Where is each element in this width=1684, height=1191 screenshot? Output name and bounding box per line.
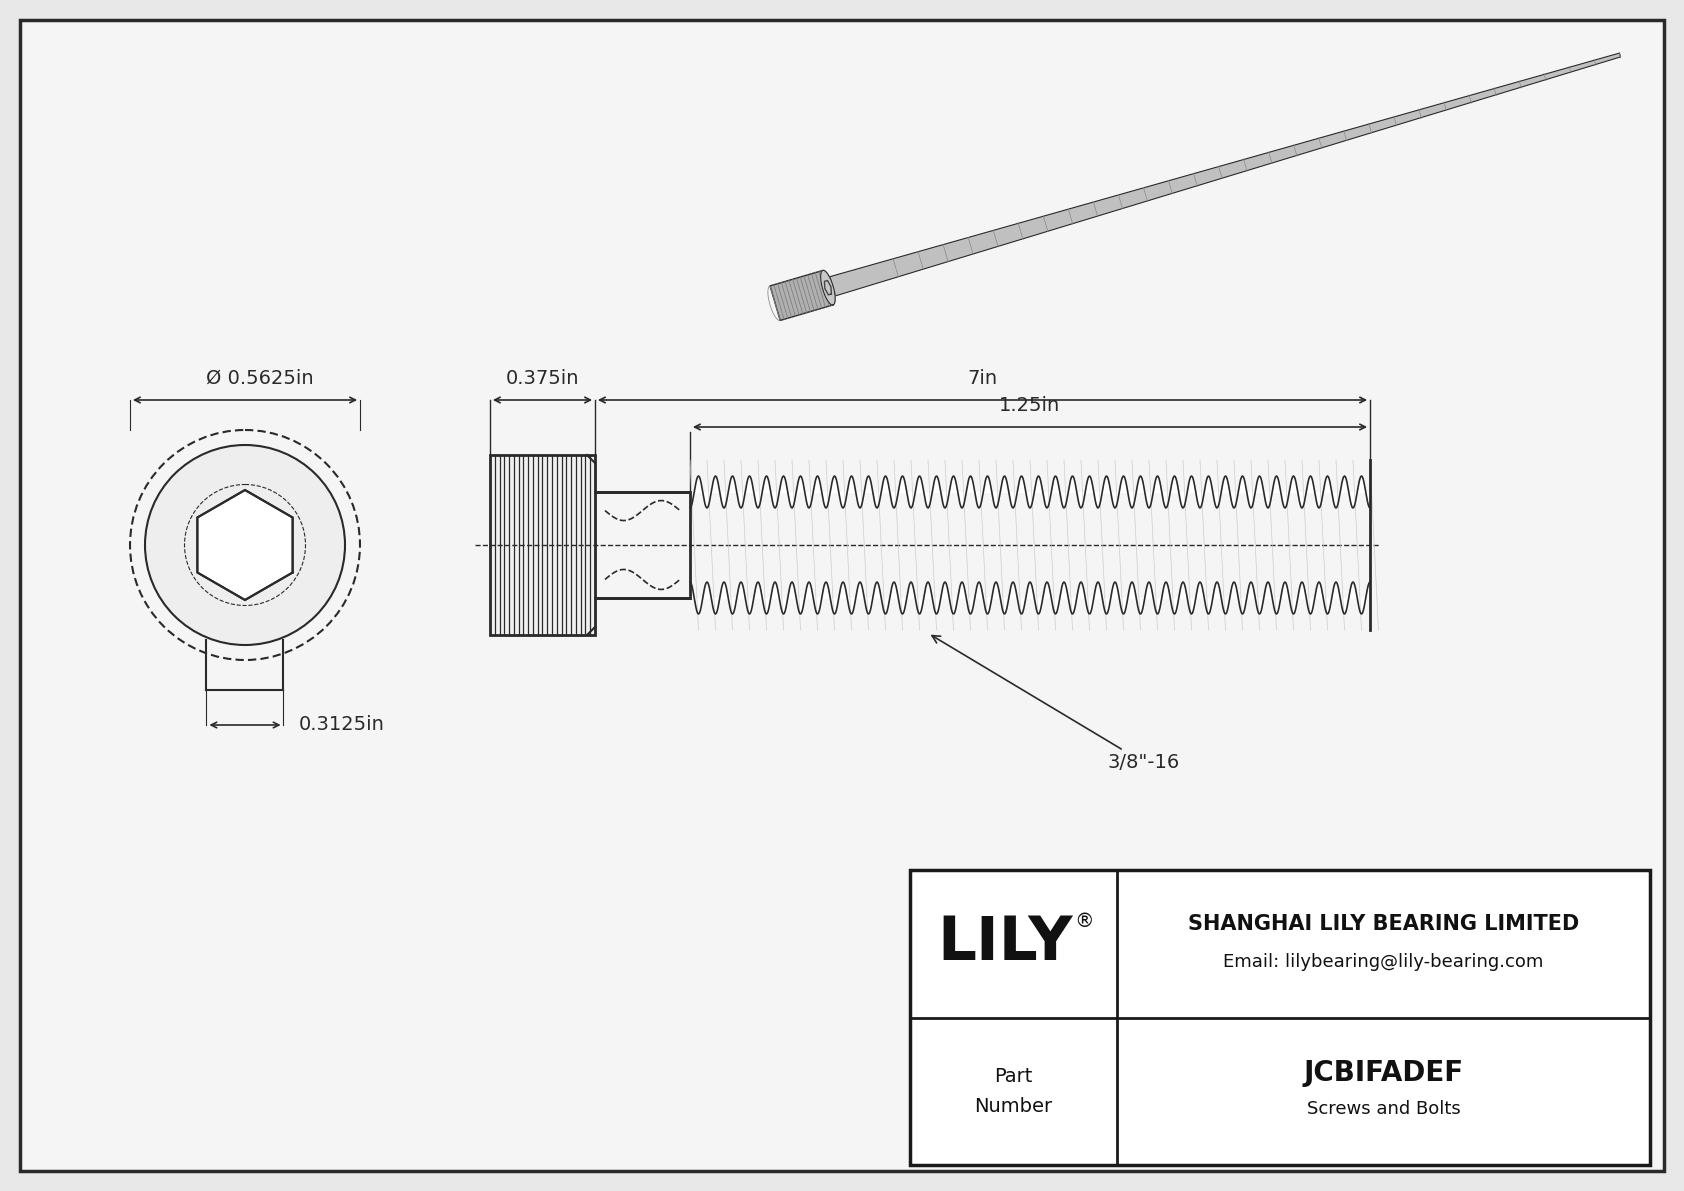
Text: 7in: 7in: [967, 369, 997, 388]
FancyBboxPatch shape: [490, 455, 594, 635]
Circle shape: [145, 445, 345, 646]
Text: Email: lilybearing@lily-bearing.com: Email: lilybearing@lily-bearing.com: [1223, 953, 1544, 971]
FancyBboxPatch shape: [909, 869, 1650, 1165]
Text: Part: Part: [995, 1067, 1032, 1086]
Text: 1.25in: 1.25in: [999, 395, 1061, 414]
Text: Number: Number: [975, 1097, 1052, 1116]
Text: Screws and Bolts: Screws and Bolts: [1307, 1100, 1460, 1118]
Text: SHANGHAI LILY BEARING LIMITED: SHANGHAI LILY BEARING LIMITED: [1187, 913, 1580, 934]
Polygon shape: [830, 54, 1620, 295]
Text: Ø 0.5625in: Ø 0.5625in: [205, 369, 313, 388]
Polygon shape: [197, 490, 293, 600]
Text: 0.3125in: 0.3125in: [298, 716, 384, 735]
Text: LILY: LILY: [938, 915, 1073, 973]
Polygon shape: [820, 270, 835, 305]
Text: JCBIFADEF: JCBIFADEF: [1303, 1059, 1463, 1087]
FancyBboxPatch shape: [20, 20, 1664, 1171]
Polygon shape: [770, 270, 834, 320]
Text: 3/8"-16: 3/8"-16: [931, 636, 1180, 772]
Text: 0.375in: 0.375in: [505, 369, 579, 388]
Text: ®: ®: [1074, 912, 1093, 931]
